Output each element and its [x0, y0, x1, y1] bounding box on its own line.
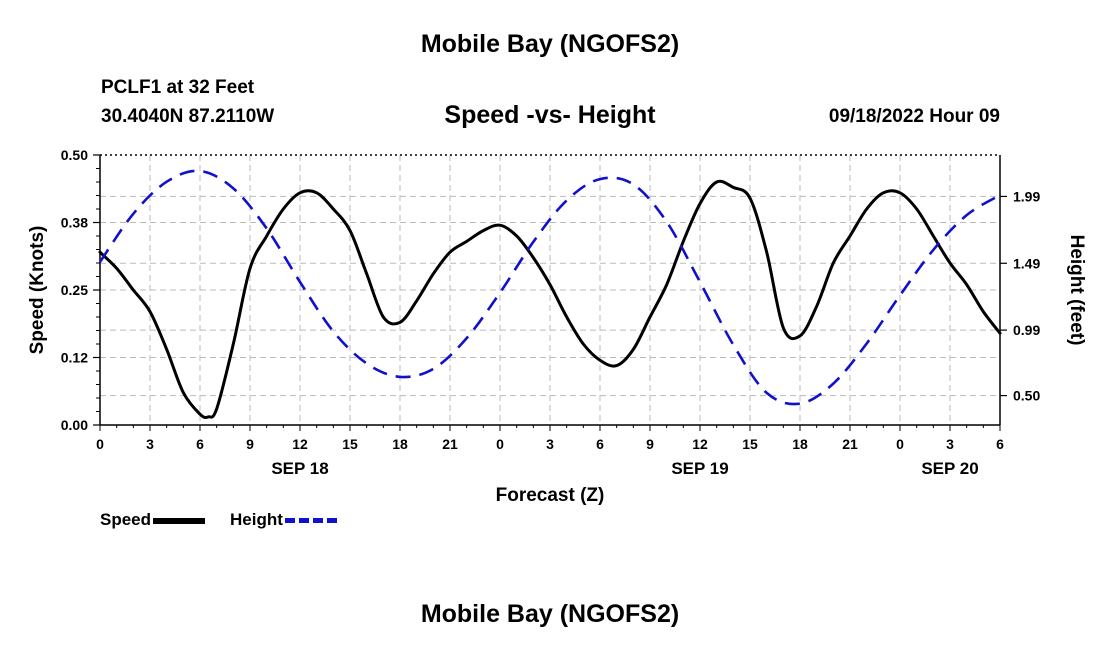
chart-series [98, 169, 1002, 420]
x-tick-label: 6 [996, 436, 1004, 452]
x-tick-label: 12 [692, 436, 708, 452]
x-tick-label: 9 [246, 436, 254, 452]
x-tick-label: 0 [96, 436, 104, 452]
chart-title: Mobile Bay (NGOFS2) [420, 30, 680, 58]
y2-tick-label: 0.50 [1013, 388, 1040, 404]
y-tick-label: 0.12 [61, 350, 88, 366]
x-tick-label: 3 [546, 436, 554, 452]
x-tick-label: 18 [392, 436, 408, 452]
x-day-label: SEP 18 [271, 459, 328, 478]
x-tick-label: 21 [842, 436, 858, 452]
x-tick-label: 3 [946, 436, 954, 452]
chart-subtitle: Speed -vs- Height [444, 101, 656, 129]
y2-tick-label: 1.49 [1013, 255, 1040, 271]
y-tick-label: 0.00 [61, 417, 88, 433]
x-tick-label: 0 [496, 436, 504, 452]
forecast-datetime: 09/18/2022 Hour 09 [828, 106, 1000, 127]
y2-tick-label: 1.99 [1013, 188, 1040, 204]
x-axis-title: Forecast (Z) [496, 485, 605, 506]
footer-title: Mobile Bay (NGOFS2) [420, 600, 680, 628]
station-coordinates: 30.4040N 87.2110W [101, 106, 275, 127]
x-tick-label: 15 [742, 436, 758, 452]
chart-axes [93, 154, 1007, 431]
y-axis-title: Speed (Knots) [27, 226, 48, 355]
y-tick-label: 0.38 [61, 215, 88, 231]
x-tick-label: 3 [146, 436, 154, 452]
legend-label-height: Height [230, 510, 283, 529]
y2-tick-label: 0.99 [1013, 322, 1040, 338]
legend-label-speed: Speed [100, 510, 152, 529]
y2-axis-title: Height (feet) [1066, 235, 1087, 346]
x-tick-label: 9 [646, 436, 654, 452]
x-tick-label: 18 [792, 436, 808, 452]
legend-entry-height: Height [230, 510, 337, 530]
y-tick-label: 0.50 [61, 147, 88, 163]
legend-swatch-speed [153, 517, 206, 524]
x-tick-label: 0 [896, 436, 904, 452]
y-tick-label: 0.25 [61, 282, 88, 298]
x-tick-label: 12 [292, 436, 308, 452]
x-tick-label: 6 [196, 436, 204, 452]
chart-labels: 0 3 6 9 12 15 18 21 0 3 6 9 12 15 18 21 0 3 6 SEP 18 SEP 19 S… [27, 147, 1087, 506]
chart-grid [100, 155, 1000, 425]
series-line-speed [98, 179, 1002, 420]
x-day-label: SEP 19 [671, 459, 728, 478]
station-label: PCLF1 at 32 Feet [101, 77, 255, 98]
x-tick-label: 6 [596, 436, 604, 452]
legend-swatch-height [284, 518, 337, 524]
x-tick-label: 15 [342, 436, 358, 452]
legend-entry-speed: Speed [100, 510, 206, 530]
series-line-height [98, 169, 1001, 406]
x-tick-label: 21 [442, 436, 458, 452]
x-day-label: SEP 20 [921, 459, 978, 478]
